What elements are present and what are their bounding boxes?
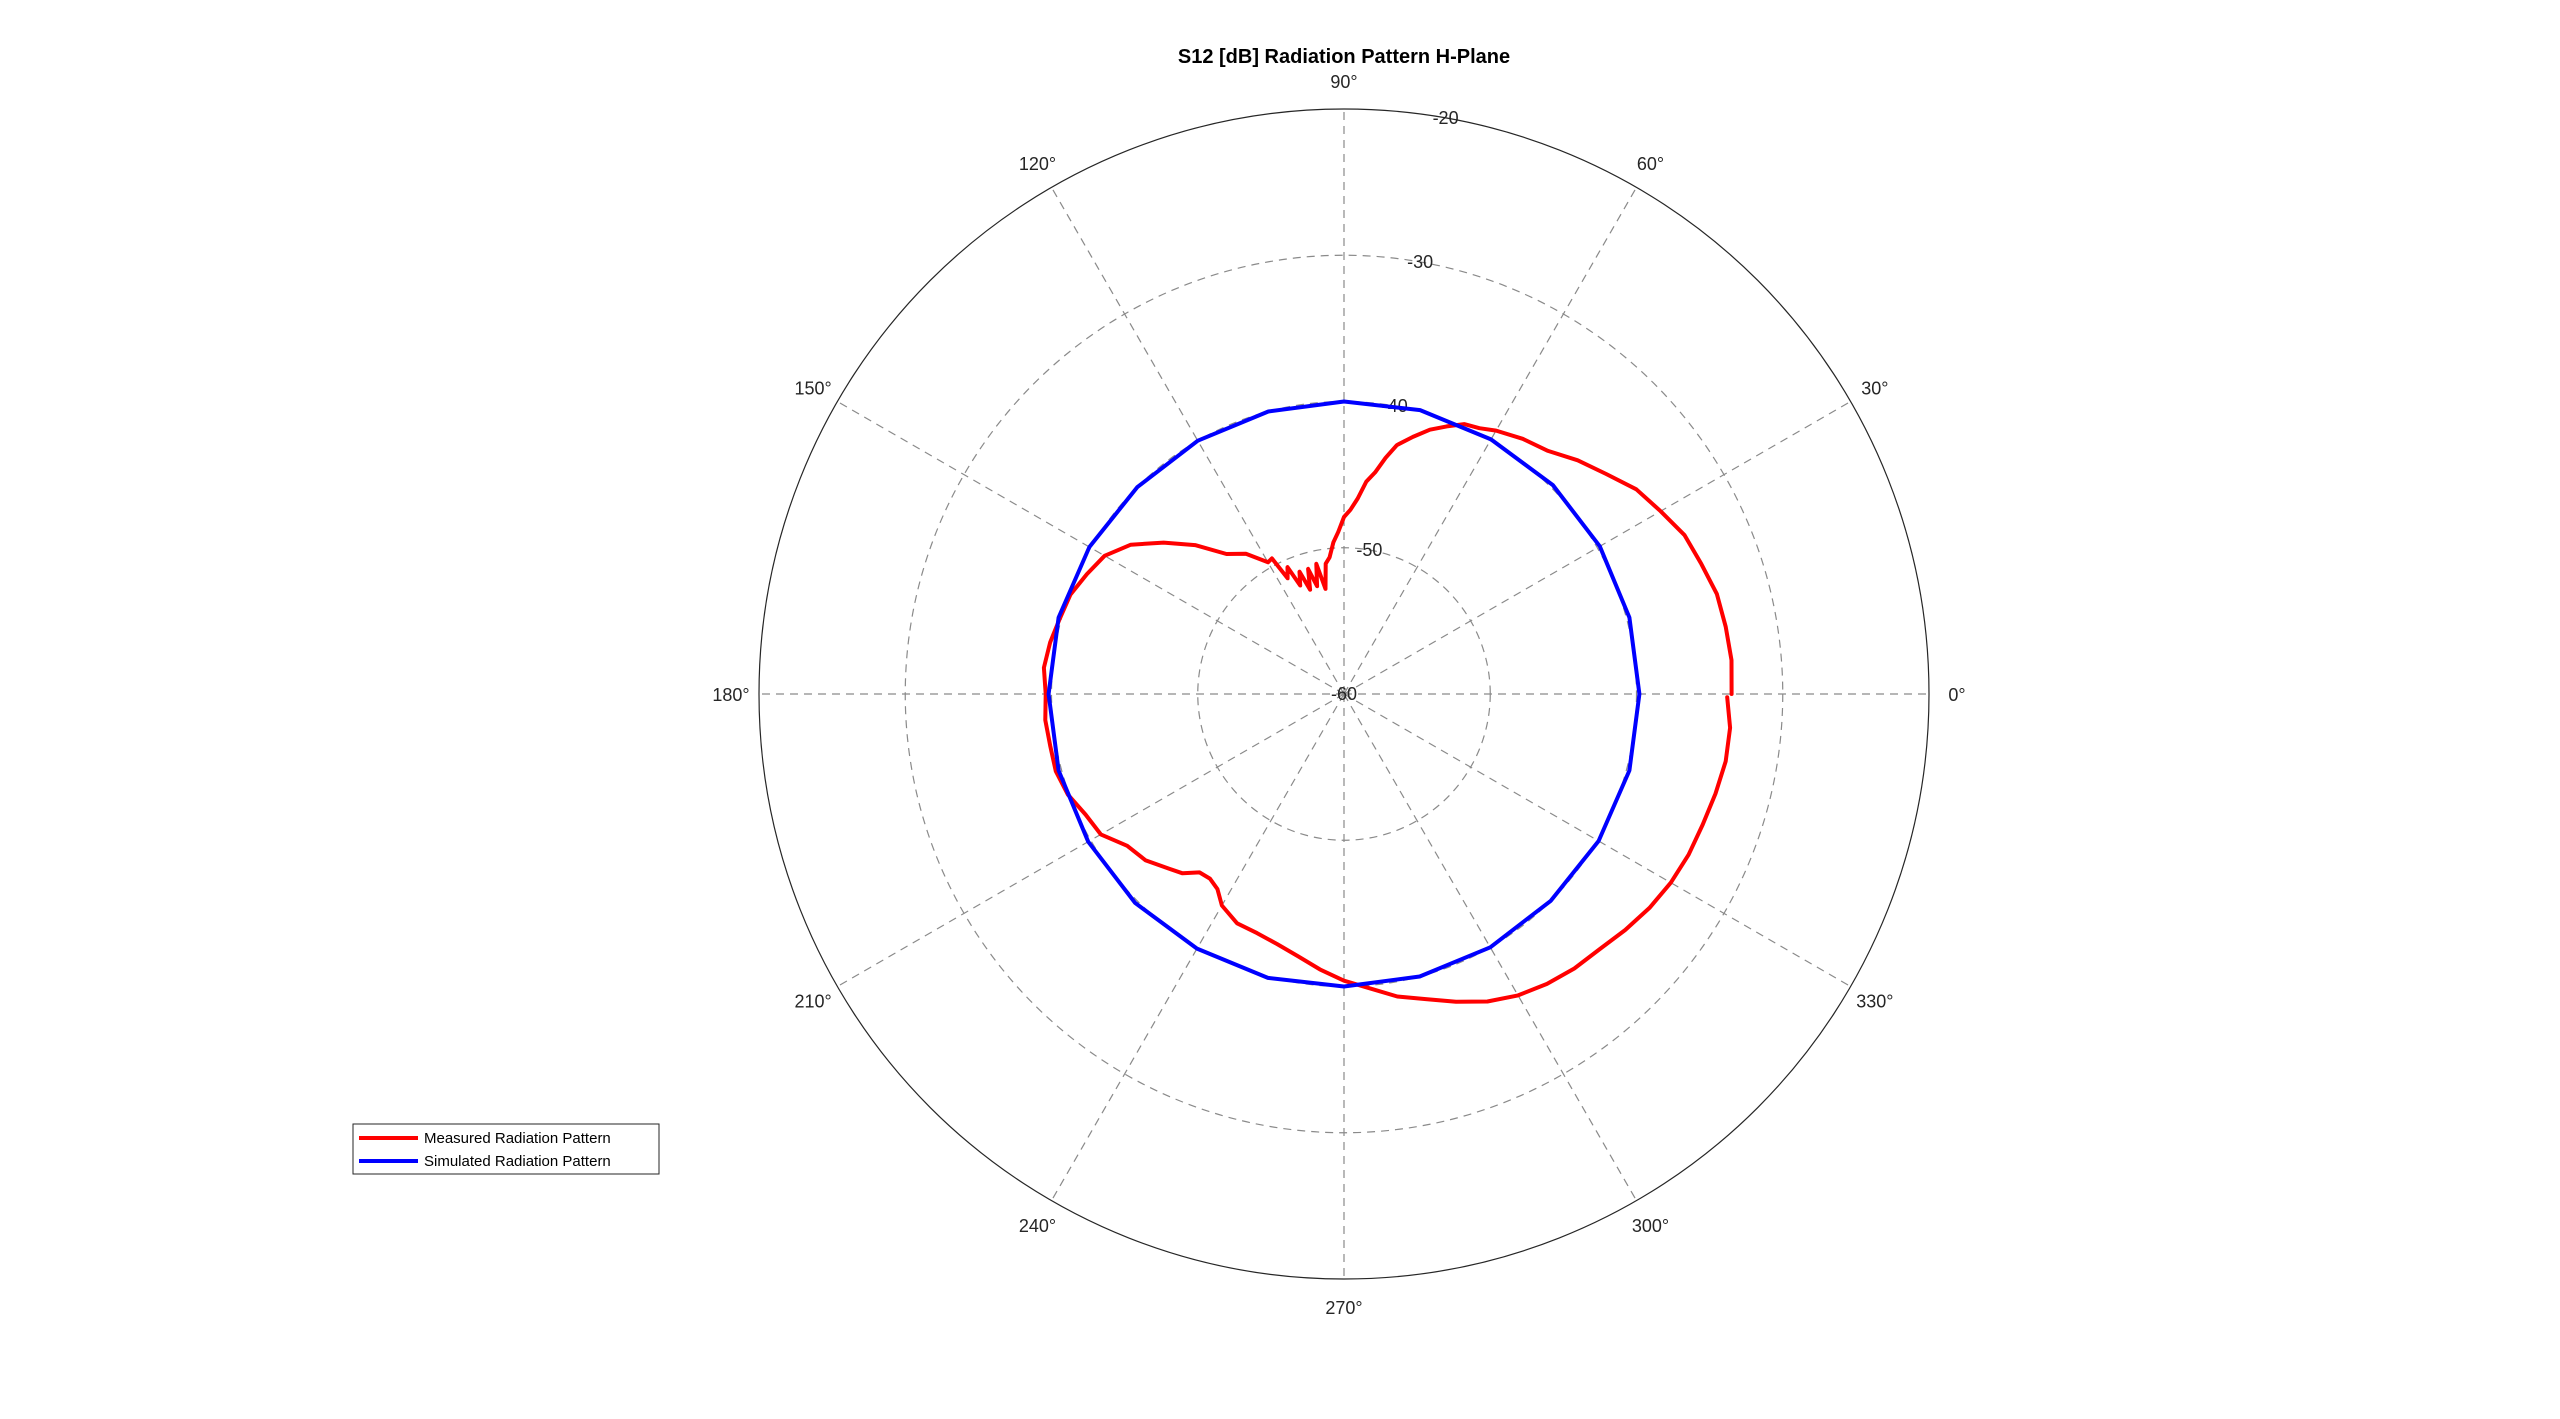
legend-label-measured: Measured Radiation Pattern (424, 1130, 611, 1147)
chart-title: S12 [dB] Radiation Pattern H-Plane (1178, 46, 1510, 68)
angle-tick-label: 30° (1861, 379, 1888, 399)
r-tick-label: -60 (1331, 684, 1357, 704)
ring--50 (1197, 547, 1491, 841)
legend-box (352, 1123, 660, 1175)
angle-tick-label: 120° (1019, 154, 1056, 174)
r-tick-label: -30 (1407, 252, 1433, 272)
angle-tick-label: 240° (1019, 1216, 1056, 1236)
series-line-measured (1041, 422, 1734, 1004)
outer-ring (758, 108, 1930, 1280)
r-tick-label: -20 (1433, 108, 1459, 128)
angle-tick-label: 180° (712, 685, 749, 705)
angle-tick-labels: 0° 30° 60° 90° 120° 150° 180° 210° 240° 270° 300° 3… (712, 72, 1965, 1318)
polar-grid (758, 108, 1930, 1280)
angle-tick-label: 90° (1330, 72, 1357, 92)
r-tick-label: -50 (1356, 540, 1382, 560)
radial-tick-labels: -60-50-40-30-20 (1331, 108, 1459, 704)
angle-tick-label: 60° (1637, 154, 1664, 174)
ring--30 (904, 254, 1784, 1134)
series-line-simulated (1046, 399, 1642, 989)
legend: Measured Radiation Pattern Simulated Rad… (352, 1123, 660, 1175)
series-layer (1041, 399, 1734, 1004)
angle-tick-label: 150° (795, 379, 832, 399)
angle-tick-label: 270° (1325, 1298, 1362, 1318)
legend-label-simulated: Simulated Radiation Pattern (424, 1153, 611, 1170)
angle-tick-label: 300° (1632, 1216, 1669, 1236)
angle-tick-label: 210° (795, 992, 832, 1012)
angle-tick-label: 330° (1856, 992, 1893, 1012)
angle-tick-label: 0° (1948, 685, 1965, 705)
